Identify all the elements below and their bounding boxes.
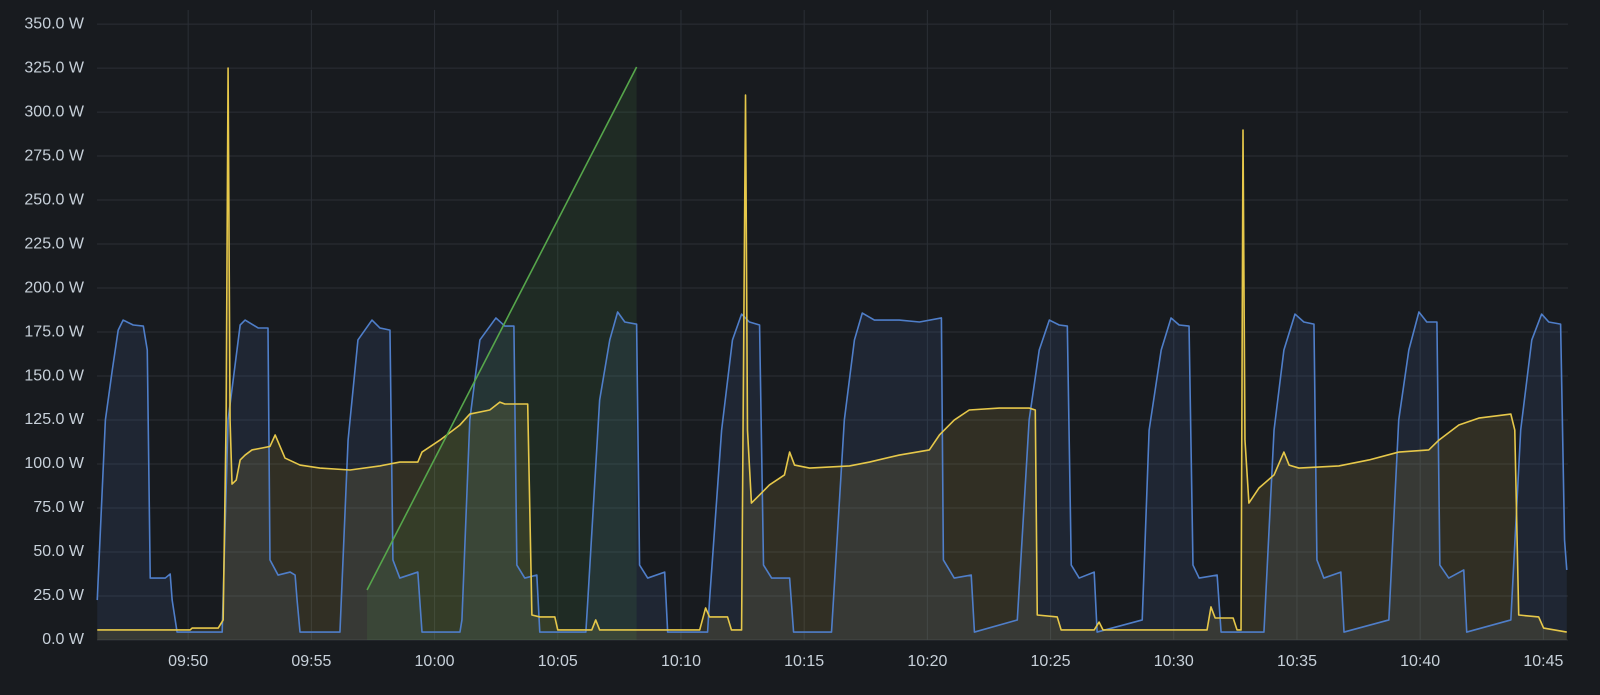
y-tick-label: 325.0 W: [24, 59, 84, 76]
x-tick-label: 10:45: [1523, 653, 1563, 670]
series-line: [96, 311, 1568, 633]
y-tick-label: 200.0 W: [24, 279, 84, 296]
y-tick-label: 150.0 W: [24, 367, 84, 384]
x-tick-label: 10:00: [415, 653, 455, 670]
y-tick-label: 225.0 W: [24, 235, 84, 252]
series-line: [366, 66, 638, 591]
y-tick-label: 125.0 W: [24, 411, 84, 428]
x-tick-label: 10:15: [784, 653, 824, 670]
y-tick-label: 50.0 W: [33, 543, 85, 560]
y-tick-label: 25.0 W: [33, 587, 85, 604]
x-tick-label: 10:25: [1031, 653, 1071, 670]
series-area: [97, 68, 1567, 640]
y-tick-label: 275.0 W: [24, 147, 84, 164]
x-tick-label: 10:05: [538, 653, 578, 670]
x-tick-label: 09:50: [168, 653, 208, 670]
series-line: [97, 67, 1567, 633]
y-tick-label: 0.0 W: [42, 631, 85, 648]
y-tick-label: 100.0 W: [24, 455, 84, 472]
y-tick-label: 300.0 W: [24, 103, 84, 120]
y-tick-label: 250.0 W: [24, 191, 84, 208]
series-area: [367, 67, 637, 640]
x-tick-label: 10:40: [1400, 653, 1440, 670]
y-tick-label: 75.0 W: [33, 499, 85, 516]
x-tick-label: 10:35: [1277, 653, 1317, 670]
x-tick-label: 09:55: [291, 653, 331, 670]
x-tick-label: 10:20: [907, 653, 947, 670]
x-tick-label: 10:30: [1154, 653, 1194, 670]
y-tick-label: 175.0 W: [24, 323, 84, 340]
x-tick-label: 10:10: [661, 653, 701, 670]
y-tick-label: 350.0 W: [24, 15, 84, 32]
